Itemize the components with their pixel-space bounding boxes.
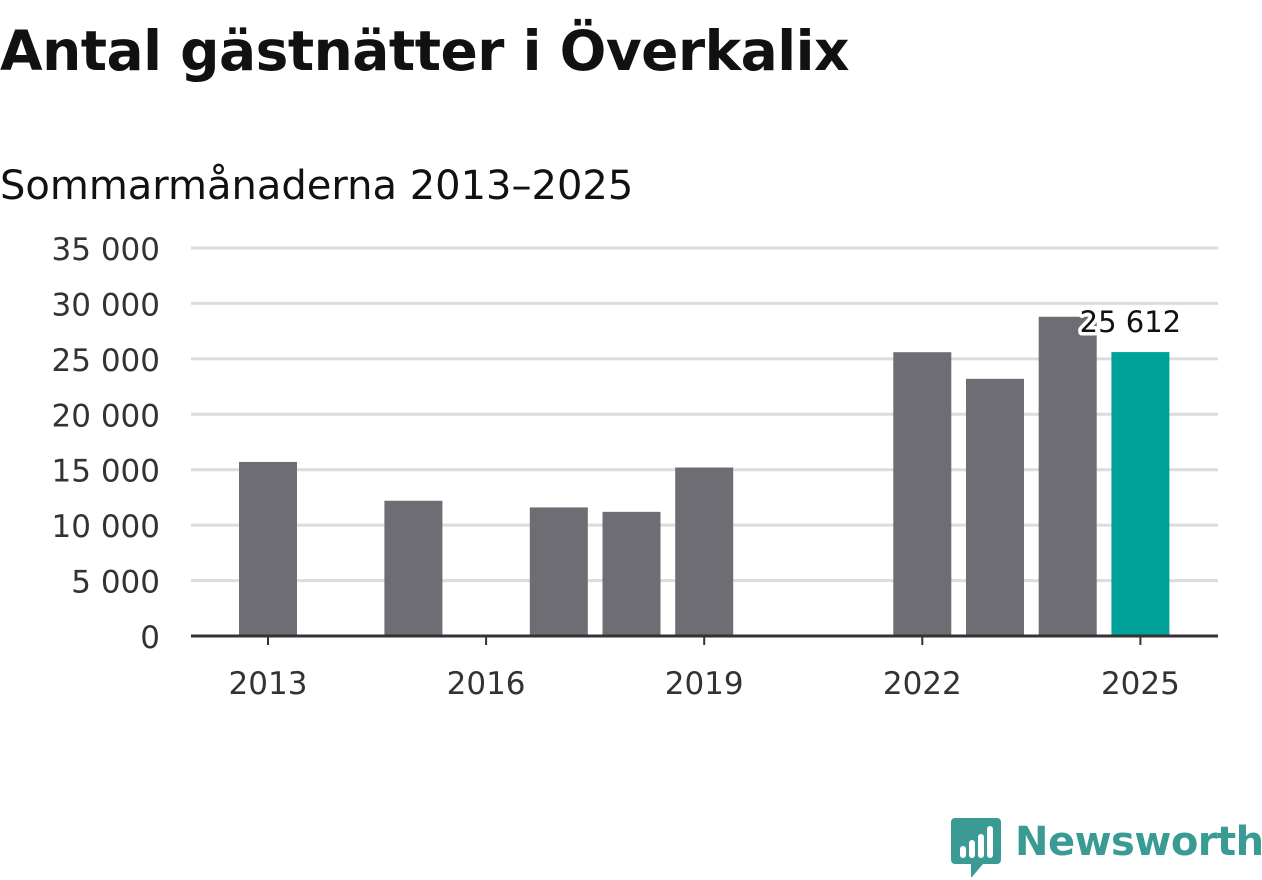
chart-subtitle: Sommarmånaderna 2013–2025	[0, 163, 634, 209]
newsworthy-logo-icon	[951, 818, 1001, 878]
x-tick-label: 2013	[229, 666, 308, 702]
bar-2025	[1111, 352, 1170, 636]
bar-2017	[529, 507, 588, 636]
bar-2019	[675, 467, 734, 636]
y-tick-label: 35 000	[52, 232, 160, 268]
y-tick-label: 10 000	[52, 509, 160, 545]
x-tick-label: 2016	[447, 666, 526, 702]
newsworthy-logo: Newsworthy	[951, 818, 1262, 880]
y-tick-label: 5 000	[71, 565, 160, 601]
highlight-value-label-halo: 25 612	[1080, 305, 1181, 339]
y-tick-label: 0	[140, 620, 160, 656]
bar-2018	[602, 511, 661, 636]
bar-2013	[239, 461, 297, 636]
bar-2022	[893, 352, 952, 636]
chart-title: Antal gästnätter i Överkalix	[0, 19, 849, 83]
highlight-value-label: 25 612	[1080, 305, 1181, 339]
y-tick-label: 20 000	[52, 398, 160, 434]
x-tick-label: 2025	[1101, 666, 1180, 702]
bar-2023	[966, 378, 1024, 636]
y-tick-label: 15 000	[52, 454, 160, 490]
y-tick-label: 30 000	[52, 287, 160, 323]
bar-2015	[384, 500, 443, 636]
x-tick-label: 2022	[883, 666, 962, 702]
brand-name: Newsworthy	[1015, 819, 1262, 865]
y-tick-label: 25 000	[52, 343, 160, 379]
bar-2024	[1038, 316, 1097, 636]
x-tick-label: 2019	[665, 666, 744, 702]
